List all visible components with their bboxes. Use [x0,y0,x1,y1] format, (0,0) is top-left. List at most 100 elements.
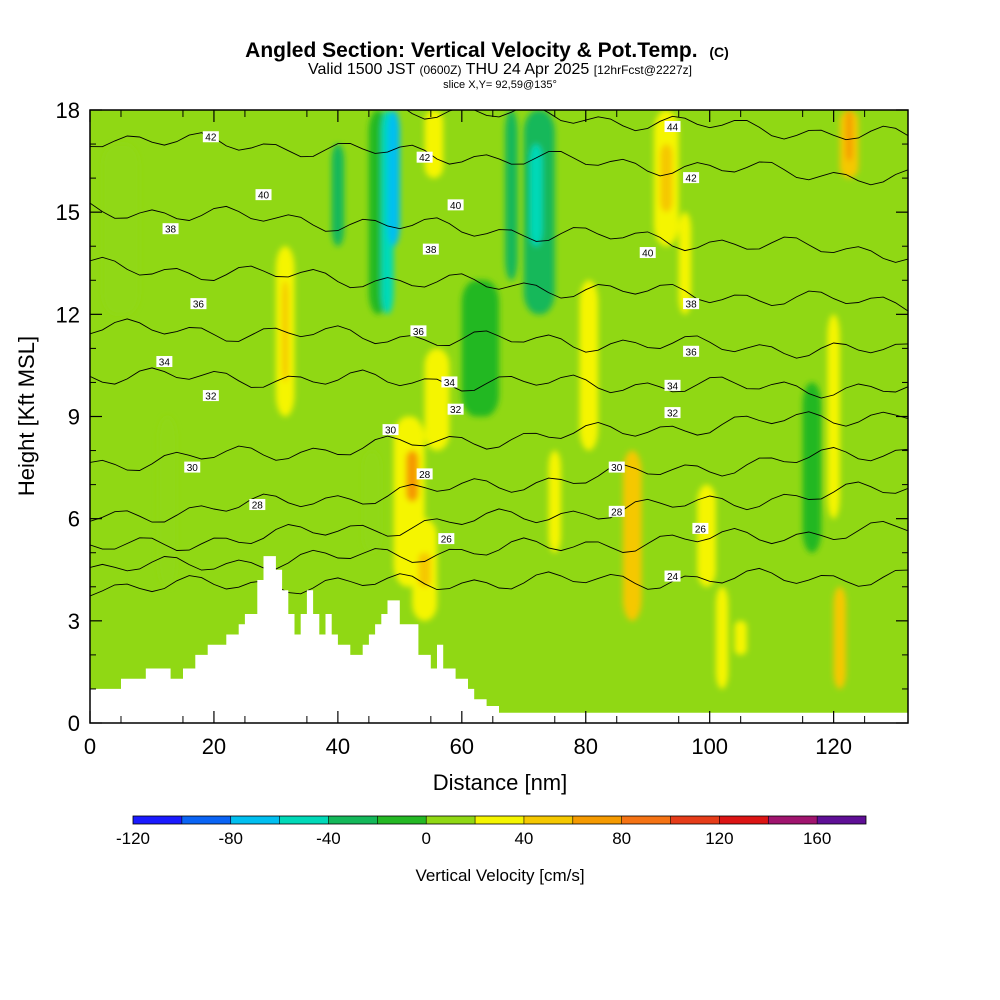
isentrope-32 [90,411,908,471]
isentrope-42 [90,132,908,186]
colorbar-swatch [181,816,231,824]
colorbar-frame [132,815,867,825]
contour-label: 38 [422,243,439,256]
contour-label-bg [422,243,439,255]
colorbar-swatch [572,816,622,824]
contour-label-text: 40 [450,201,462,212]
colorbar-swatch [475,816,524,824]
contour-label-text: 38 [686,300,698,311]
isentrope-34 [90,367,908,399]
contour-label-text: 44 [667,123,679,134]
contour-label: 40 [255,189,272,202]
velocity-cell [629,552,636,604]
colorbar-label: Vertical Velocity [cm/s] [415,866,584,885]
y-tick-label: 3 [68,609,80,634]
y-tick-label: 9 [68,405,80,430]
contour-label-bg [608,505,625,517]
contour-label-text: 28 [611,507,623,518]
x-axis-label: Distance [nm] [433,770,568,795]
colorbar-swatch [719,816,769,824]
valid-date: THU 24 Apr 2025 [466,61,590,78]
contour-labels: 42 42 44 42 40 40 40 38 38 38 36 36 36 34 34 34 32 32 32 30… [156,121,709,583]
contour-label: 38 [162,223,179,236]
contour-label-bg [410,325,427,337]
velocity-cell [548,450,561,553]
colorbar-tick-label: 120 [705,829,733,848]
contour-label-text: 34 [159,358,171,369]
contour-label: 30 [608,461,625,474]
colorbar-swatch [817,816,866,824]
y-tick-label: 0 [68,711,80,736]
contour-label-text: 32 [667,409,679,420]
contour-label: 42 [202,131,219,144]
contour-label: 28 [608,505,625,518]
isentrope-44 [406,110,908,141]
colorbar-tick-label: 0 [421,829,430,848]
contour-label-bg [608,461,625,473]
colorbar-tick-label: 80 [612,829,631,848]
colorbar-swatch [279,816,329,824]
contour-label: 34 [156,356,173,369]
colorbar-swatch [523,816,573,824]
contour-label-bg [639,247,656,259]
colorbar-swatch [670,816,720,824]
chart-title: Angled Section: Vertical Velocity & Pot.… [245,39,697,62]
contour-label-bg [202,390,219,402]
velocity-cell [529,144,543,247]
contour-label-bg [664,407,681,419]
contour-label: 30 [382,424,399,437]
colorbar-swatch [426,816,476,824]
colorbar-swatch [328,816,378,824]
contour-label-bg [249,499,266,511]
contour-label-text: 36 [686,347,698,358]
contour-label: 26 [438,533,455,546]
chart-title-block: Angled Section: Vertical Velocity & Pot.… [245,39,729,91]
contour-label-text: 38 [165,225,177,236]
velocity-cell [102,144,140,315]
contour-label: 24 [664,570,681,583]
colorbar-swatch [621,816,671,824]
velocity-cell [827,314,840,519]
velocity-cell [715,586,729,689]
valid-time: Valid 1500 JST [308,61,416,78]
y-tick-label: 6 [68,507,80,532]
contour-label: 34 [441,376,458,389]
isentrope-28 [90,481,908,551]
contour-label: 36 [190,298,207,311]
contour-label-text: 42 [205,133,217,144]
contour-label-text: 32 [450,405,462,416]
contour-label: 44 [664,121,681,134]
contour-label: 38 [683,298,700,311]
velocity-cell [387,110,400,247]
contour-label-text: 40 [642,249,654,260]
forecast-info: [12hrFcst@2227z] [594,63,692,77]
colorbar-tick-label: -40 [316,829,341,848]
x-tick-label: 0 [84,734,96,759]
isentrope-30 [90,447,908,523]
contour-label: 40 [639,247,656,260]
x-tick-label: 60 [450,734,474,759]
contour-label: 40 [447,199,464,212]
contour-label-text: 30 [187,463,199,474]
contour-label: 32 [447,403,464,416]
x-tick-label: 20 [202,734,226,759]
contour-label: 26 [692,522,709,535]
contour-label-bg [664,121,681,133]
contour-label-text: 26 [695,524,707,535]
contour-label-bg [447,403,464,415]
contour-label-text: 24 [667,572,679,583]
contour-label-text: 28 [252,501,264,512]
terrain-mask [90,556,908,723]
velocity-cell [846,110,853,162]
y-axis-label: Height [Kft MSL] [14,336,39,496]
velocity-cell [505,110,518,281]
contour-label-text: 42 [686,174,698,185]
valid-time-utc: (0600Z) [419,63,461,77]
contour-label-bg [664,570,681,582]
contour-label-bg [664,379,681,391]
velocity-cell [579,280,599,451]
contour-label: 30 [184,461,201,474]
contour-label-text: 34 [667,381,679,392]
contour-label-bg [255,189,272,201]
